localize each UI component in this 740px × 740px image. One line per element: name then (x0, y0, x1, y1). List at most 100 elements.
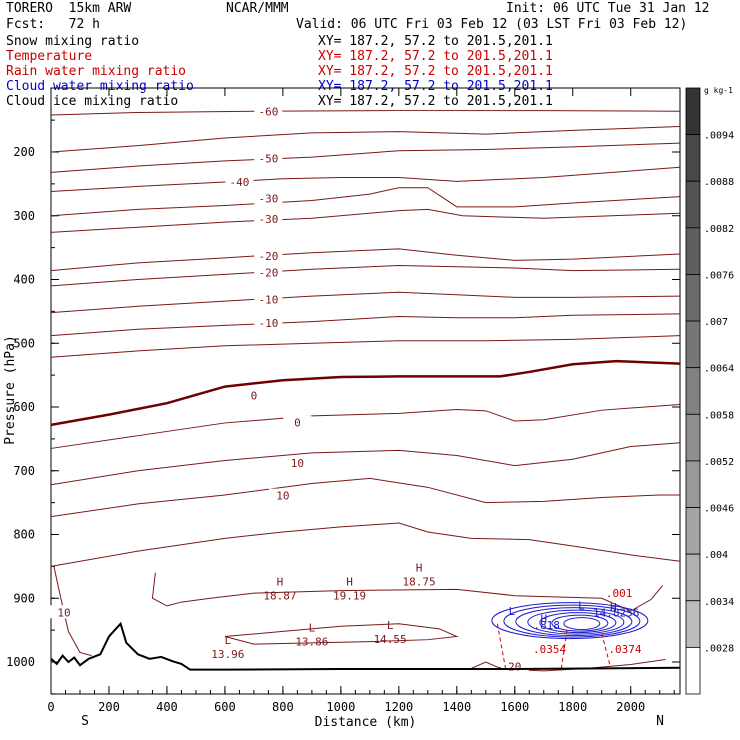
colorbar-label: .0064 (704, 364, 734, 375)
plot-frame (50, 87, 681, 695)
field-xy-snow: XY= 187.2, 57.2 to 201.5,201.1 (318, 34, 553, 49)
colorbar-label: .0094 (704, 131, 734, 142)
y-tick-label: 300 (13, 209, 35, 223)
isotherm-line (50, 291, 681, 314)
isotherm-label-bg (254, 248, 283, 262)
colorbar-box (685, 134, 701, 182)
isotherm-line (50, 477, 680, 518)
x-tick-label: 600 (214, 700, 236, 714)
colorbar-label: .0046 (704, 504, 734, 515)
x-axis-label: Distance (km) (315, 715, 417, 730)
isotherm-line (471, 658, 666, 672)
isotherm-label: -20 (258, 266, 278, 279)
y-tick-label: 900 (13, 591, 35, 605)
isotherm-line (50, 142, 681, 173)
rain-water-contour (496, 623, 611, 672)
isotherm-label-bg (254, 151, 283, 165)
isotherm-label-bg (254, 315, 283, 329)
pressure-center-value: 18.75 (403, 575, 436, 588)
pressure-center-value: 18.87 (263, 590, 296, 603)
colorbar-label: .004 (704, 550, 728, 561)
isotherm-line (50, 264, 681, 287)
isotherm-line (50, 313, 681, 337)
pressure-center-marker: H (416, 561, 423, 574)
pressure-center-marker: L (225, 634, 232, 647)
colorbar-label: .0058 (704, 410, 734, 421)
cloud-water-contour (527, 609, 625, 635)
pressure-center-marker: L (387, 619, 394, 632)
y-tick-label: 1000 (6, 655, 35, 669)
cloud-water-annotation: 14.8256 (593, 607, 639, 620)
isotherm-label: -30 (258, 213, 278, 226)
fcst-label: Fcst: 72 h (6, 17, 100, 32)
field-name-cloud-water: Cloud water mixing ratio (6, 79, 194, 94)
isotherm-line (151, 572, 663, 612)
isotherm-line (50, 359, 681, 427)
isotherm-label: -20 (258, 250, 278, 263)
cloud-water-contour (491, 602, 649, 640)
cloud-water-contour (563, 617, 601, 631)
y-tick-label: 200 (13, 145, 35, 159)
colorbar-label: .007 (704, 317, 728, 328)
pressure-center-value: 14.55 (374, 633, 407, 646)
isotherm-label-bg (283, 456, 312, 470)
y-tick-label: 800 (13, 528, 35, 542)
colorbar-label: .0052 (704, 457, 734, 468)
x-tick-label: 400 (156, 700, 178, 714)
field-name-snow: Snow mixing ratio (6, 34, 140, 49)
isotherm-label-bg (239, 388, 268, 402)
isotherm-label: -10 (258, 317, 278, 330)
cloud-water-contour (539, 612, 617, 634)
pressure-center-value: 13.96 (211, 648, 244, 661)
isotherm-line (50, 248, 681, 272)
model-label: TORERO 15km ARW (6, 1, 132, 16)
cloud-water-contour (515, 607, 633, 637)
colorbar-box (685, 227, 701, 275)
field-name-rain: Rain water mixing ratio (6, 64, 187, 79)
cloud-water-contour (551, 614, 609, 632)
cloud-water-annotation: .818 (533, 619, 560, 632)
x-tick-label: 0 (47, 700, 54, 714)
isotherm-label-bg (254, 211, 283, 225)
colorbar-label: .0082 (704, 224, 734, 235)
colorbar-label: .0028 (704, 643, 734, 654)
pressure-center-marker: L (509, 605, 516, 618)
cloud-water-contour (503, 604, 641, 638)
isotherm-label-bg (254, 292, 283, 306)
field-xy-rain: XY= 187.2, 57.2 to 201.5,201.1 (318, 64, 553, 79)
x-tick-label: 1600 (500, 700, 529, 714)
colorbar-box (685, 413, 701, 462)
isotherm-label: -40 (229, 176, 249, 189)
isotherm-label-bg (254, 191, 283, 205)
isotherm-label-bg (268, 488, 297, 502)
field-xy-cloud-water: XY= 187.2, 57.2 to 201.5,201.1 (318, 79, 553, 94)
colorbar-label: .0076 (704, 270, 734, 281)
x-tick-label: 2000 (616, 700, 645, 714)
isotherm-line (50, 208, 681, 233)
isotherm-label: 0 (251, 390, 258, 403)
colorbar-label: .0088 (704, 177, 734, 188)
colorbar-box (685, 320, 701, 369)
pressure-center-marker: H (346, 576, 353, 589)
isotherm-line (50, 126, 681, 153)
colorbar-box (685, 553, 701, 602)
y-tick-label: 500 (13, 336, 35, 350)
isotherm-label: -30 (258, 193, 278, 206)
field-xy-cloud-ice: XY= 187.2, 57.2 to 201.5,201.1 (318, 94, 553, 109)
colorbar-units: g kg-1 (704, 86, 733, 95)
isotherm-label-bg (50, 605, 79, 619)
isotherm-line (50, 187, 681, 217)
field-name-cloud-ice: Cloud ice mixing ratio (6, 94, 179, 109)
north-label: N (656, 714, 664, 729)
isotherm-line (53, 566, 92, 657)
isotherm-label-bg (225, 174, 254, 188)
isotherm-label: 10 (276, 490, 289, 503)
terrain-line (50, 621, 681, 671)
x-tick-label: 1800 (558, 700, 587, 714)
colorbar-box (685, 646, 701, 695)
isotherm-label: -10 (258, 293, 278, 306)
isotherm-label-bg (283, 415, 312, 429)
field-xy-temperature: XY= 187.2, 57.2 to 201.5,201.1 (318, 49, 553, 64)
isotherm-label: 10 (291, 457, 304, 470)
